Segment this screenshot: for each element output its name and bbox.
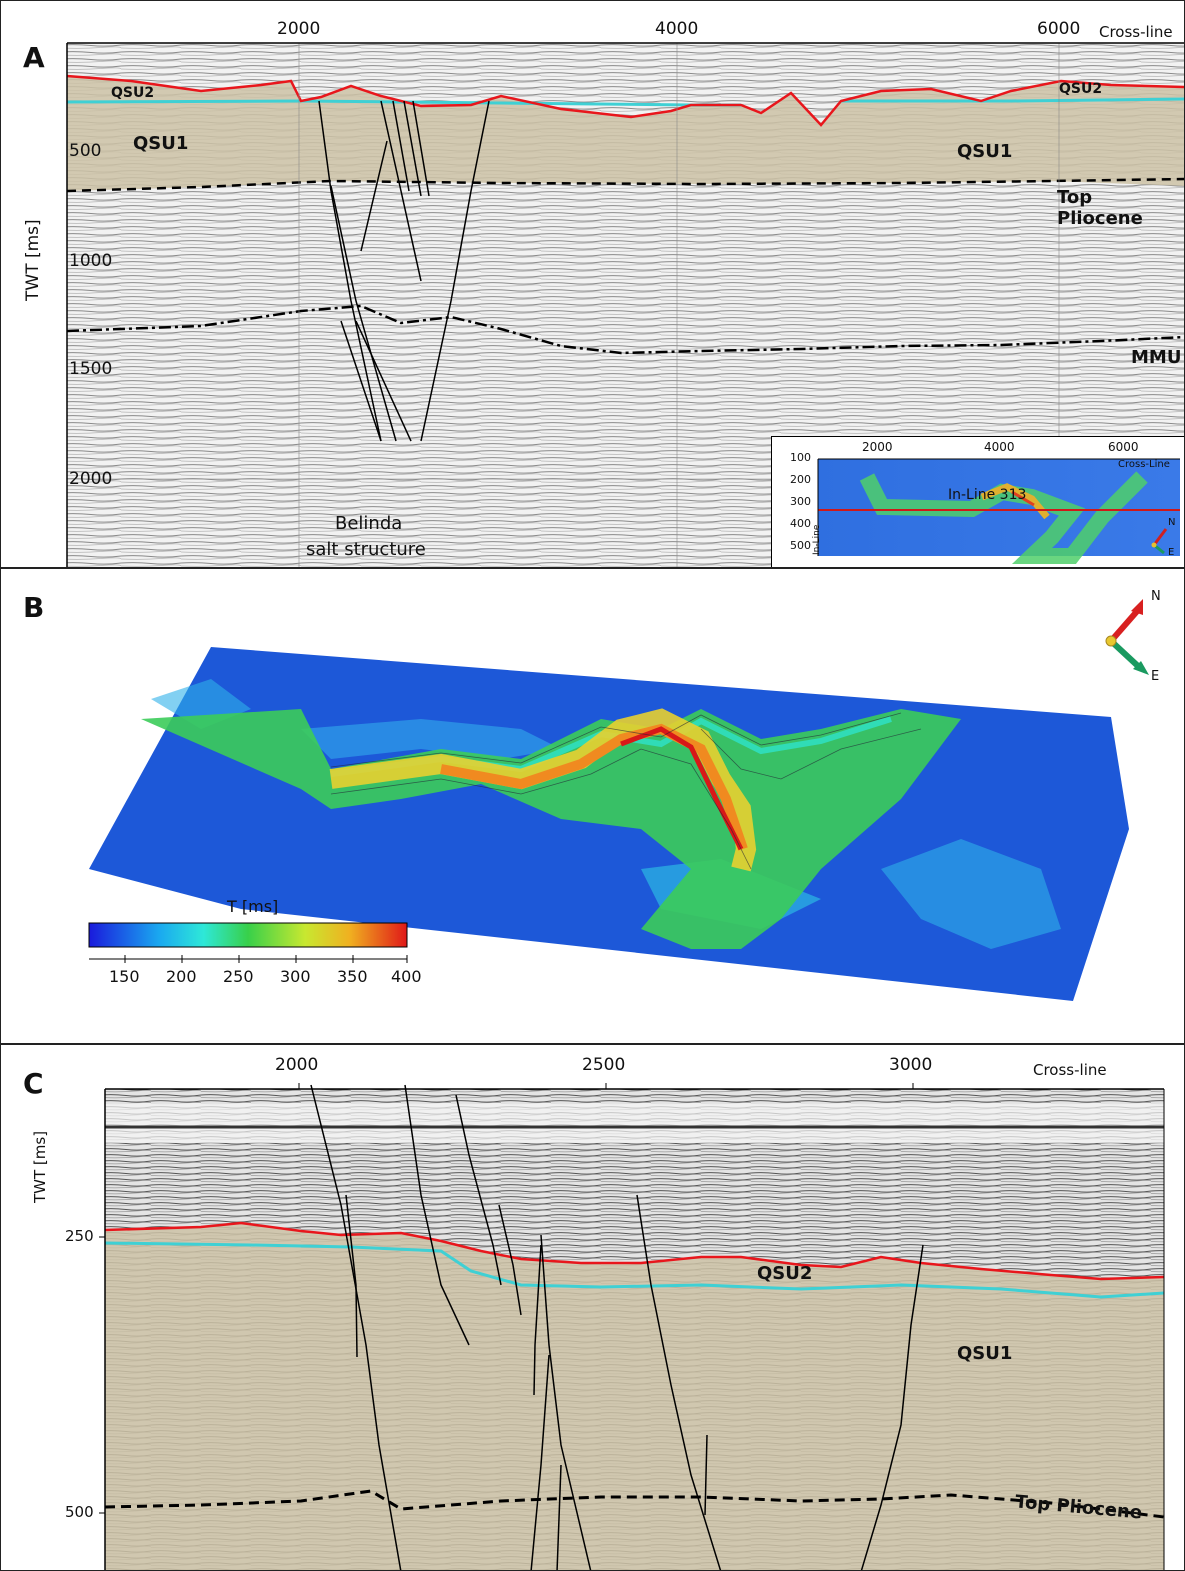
faults-c (310, 1084, 924, 1570)
inset-map: 2000 4000 6000 Cross-Line 100 200 300 40… (771, 436, 1184, 567)
a-xtick-4000: 4000 (655, 19, 699, 39)
panel-a: A 2000 4000 6000 Cross-line TWT [ms] 500… (0, 0, 1185, 568)
inset-line-label: In-Line 313 (948, 487, 1027, 503)
a-top-pliocene: Top Pliocene (1057, 187, 1143, 229)
a-mmu: MMU (1131, 347, 1182, 368)
colorbar-title: T [ms] (227, 897, 279, 916)
b-east-label: E (1151, 669, 1160, 684)
panel-c: C 2000 2500 3000 Cross-line TWT [ms] 250… (0, 1044, 1185, 1571)
inset-ytick-100: 100 (790, 451, 811, 464)
colorbar-tick-400: 400 (391, 967, 422, 986)
colorbar-tick-250: 250 (223, 967, 254, 986)
inset-map-graphic (817, 458, 1180, 564)
inset-xtick-4000: 4000 (984, 440, 1015, 454)
a-ytick-1000: 1000 (69, 251, 113, 271)
a-ytick-1500: 1500 (69, 359, 113, 379)
panel-b: B N E T [ms] 150 200 250 300 350 400 (0, 568, 1185, 1044)
horizon-surface-map (88, 599, 1149, 1001)
c-xtick-2500: 2500 (582, 1055, 626, 1075)
inset-yaxis-label: In-Line (812, 524, 822, 555)
colorbar-ticks (124, 955, 408, 963)
c-qsu2: QSU2 (757, 1263, 813, 1284)
inset-ytick-300: 300 (790, 495, 811, 508)
inset-north-label: N (1168, 517, 1176, 528)
inset-ytick-400: 400 (790, 517, 811, 530)
colorbar-tick-300: 300 (280, 967, 311, 986)
inset-ytick-200: 200 (790, 473, 811, 486)
a-qsu1-left: QSU1 (133, 133, 189, 154)
a-salt-structure-label: salt structure (306, 539, 426, 560)
inset-xtick-2000: 2000 (862, 440, 893, 454)
inset-east-label: E (1168, 547, 1175, 558)
colorbar-tick-350: 350 (337, 967, 368, 986)
c-xaxis-label: Cross-line (1033, 1061, 1107, 1079)
inset-ytick-500: 500 (790, 539, 811, 552)
panel-b-letter: B (23, 591, 45, 624)
a-xtick-2000: 2000 (277, 19, 321, 39)
a-xaxis-label: Cross-line (1099, 23, 1173, 41)
a-qsu2-left: QSU2 (111, 85, 155, 101)
seismic-section-c (99, 1083, 1165, 1570)
a-ytick-2000: 2000 (69, 469, 113, 489)
a-ytick-500: 500 (69, 141, 102, 161)
a-qsu2-right: QSU2 (1059, 81, 1103, 97)
a-yaxis-label: TWT [ms] (23, 219, 43, 301)
panel-a-letter: A (23, 41, 45, 74)
colorbar-tick-150: 150 (109, 967, 140, 986)
a-xtick-6000: 6000 (1037, 19, 1081, 39)
c-ytick-500: 500 (65, 1503, 94, 1521)
c-xtick-3000: 3000 (889, 1055, 933, 1075)
b-north-label: N (1151, 589, 1161, 604)
seismic-section-a (66, 42, 1184, 567)
c-xtick-2000: 2000 (275, 1055, 319, 1075)
inset-xtick-6000: 6000 (1108, 440, 1139, 454)
c-yaxis-label: TWT [ms] (31, 1130, 49, 1203)
faults-a (318, 100, 490, 442)
c-qsu1: QSU1 (957, 1343, 1013, 1364)
a-qsu1-right: QSU1 (957, 141, 1013, 162)
a-belinda-label: Belinda (335, 513, 403, 534)
inset-xaxis-label: Cross-Line (1118, 459, 1170, 470)
colorbar-tick-200: 200 (166, 967, 197, 986)
c-ytick-250: 250 (65, 1227, 94, 1245)
panel-c-letter: C (23, 1067, 44, 1100)
